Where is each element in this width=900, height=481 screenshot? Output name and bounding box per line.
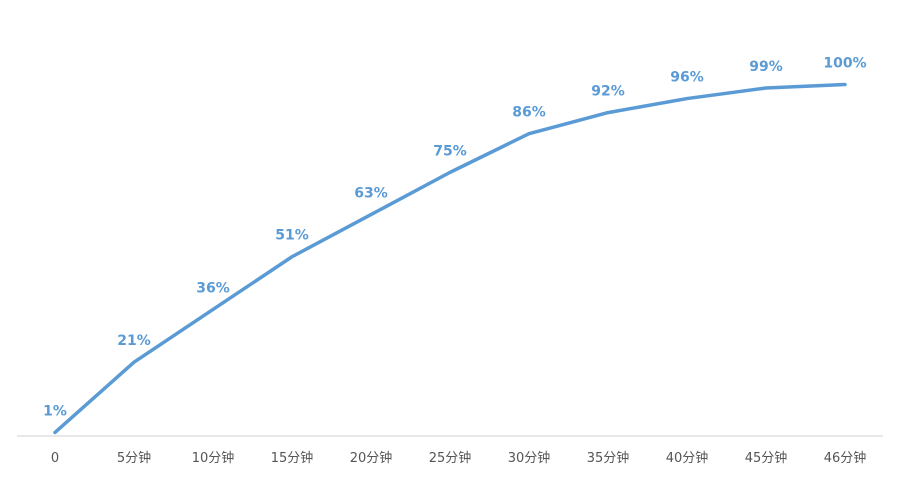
x-tick-labels: 0 5分钟 10分钟 15分钟 20分钟 25分钟 30分钟 35分钟 40分钟 45分钟 46分钟	[51, 450, 866, 466]
data-label: 100%	[823, 56, 866, 72]
x-tick-label: 5分钟	[117, 450, 151, 466]
data-label: 36%	[196, 280, 230, 296]
data-labels: 1% 21% 36% 51% 63% 75% 86% 92% 96% 99% 100%	[43, 56, 867, 420]
x-tick-label: 15分钟	[271, 450, 314, 466]
data-label: 96%	[670, 70, 704, 86]
data-label: 21%	[117, 333, 151, 349]
x-tick-label: 25分钟	[429, 450, 472, 466]
x-tick-label: 46分钟	[824, 450, 867, 466]
data-label: 99%	[749, 59, 783, 75]
x-tick-label: 35分钟	[587, 450, 630, 466]
x-tick-label: 40分钟	[666, 450, 709, 466]
x-tick-label: 20分钟	[350, 450, 393, 466]
data-label: 86%	[512, 105, 546, 121]
data-label: 92%	[591, 84, 625, 100]
x-tick-label: 10分钟	[192, 450, 235, 466]
x-tick-label: 30分钟	[508, 450, 551, 466]
data-label: 51%	[275, 228, 309, 244]
data-label: 63%	[354, 186, 388, 202]
data-label: 75%	[433, 143, 467, 159]
data-label: 1%	[43, 403, 67, 419]
x-tick-label: 45分钟	[745, 450, 788, 466]
x-tick-label: 0	[51, 451, 59, 466]
series-line	[53, 82, 847, 435]
drop-lines	[133, 84, 846, 436]
